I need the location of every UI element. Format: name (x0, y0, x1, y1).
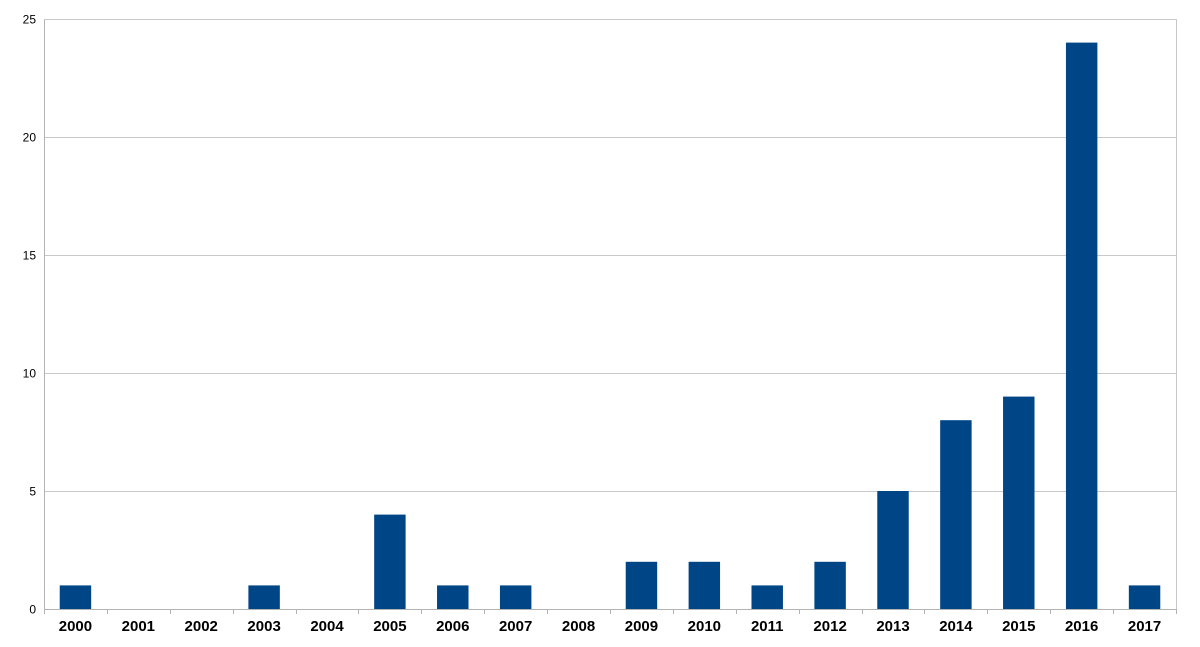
bar-2007 (499, 585, 532, 609)
y-tick-label-0: 0 (29, 603, 36, 617)
x-tick-label-2016: 2016 (1065, 618, 1098, 635)
x-tick-label-2001: 2001 (122, 618, 155, 635)
bar-2006 (437, 585, 469, 609)
axes (44, 19, 1177, 614)
y-tick-label-25: 25 (23, 13, 37, 27)
x-tick-label-2005: 2005 (373, 618, 406, 635)
x-tick-label-2006: 2006 (436, 618, 469, 635)
x-tick-label-2009: 2009 (625, 618, 658, 635)
x-tick-labels: 2000 2001 2002 2003 2004 2005 2006 2007 2008 2009… (59, 618, 1161, 635)
x-tick-label-2008: 2008 (562, 618, 595, 635)
bar-2005 (374, 514, 406, 609)
bar-2015 (1003, 396, 1035, 609)
x-tick-label-2000: 2000 (59, 618, 92, 635)
bars (59, 42, 1161, 610)
y-tick-label-15: 15 (23, 249, 37, 263)
y-tick-label-10: 10 (23, 367, 37, 381)
bar-2011 (751, 585, 783, 609)
bar-2009 (625, 561, 658, 609)
bar-2016 (1065, 42, 1098, 610)
x-tick-label-2004: 2004 (310, 618, 344, 635)
bar-2017 (1128, 585, 1161, 609)
bar-2014 (940, 420, 972, 609)
y-tick-labels: 0 5 10 15 20 25 (23, 13, 37, 617)
x-tick-label-2010: 2010 (688, 618, 721, 635)
y-tick-label-20: 20 (23, 131, 37, 145)
x-tick-label-2015: 2015 (1002, 618, 1035, 635)
x-tick-label-2002: 2002 (185, 618, 218, 635)
x-tick-label-2013: 2013 (876, 618, 909, 635)
bar-2003 (248, 585, 280, 609)
x-tick-label-2003: 2003 (247, 618, 280, 635)
y-tick-label-5: 5 (29, 485, 36, 499)
bar-2000 (59, 585, 92, 609)
bar-2010 (688, 561, 721, 609)
x-tick-label-2012: 2012 (813, 618, 846, 635)
bar-2013 (877, 491, 909, 609)
x-tick-label-2014: 2014 (939, 618, 973, 635)
x-tick-label-2017: 2017 (1128, 618, 1161, 635)
x-tick-label-2007: 2007 (499, 618, 532, 635)
x-tick-label-2011: 2011 (751, 618, 784, 635)
bar-2012 (814, 561, 846, 609)
